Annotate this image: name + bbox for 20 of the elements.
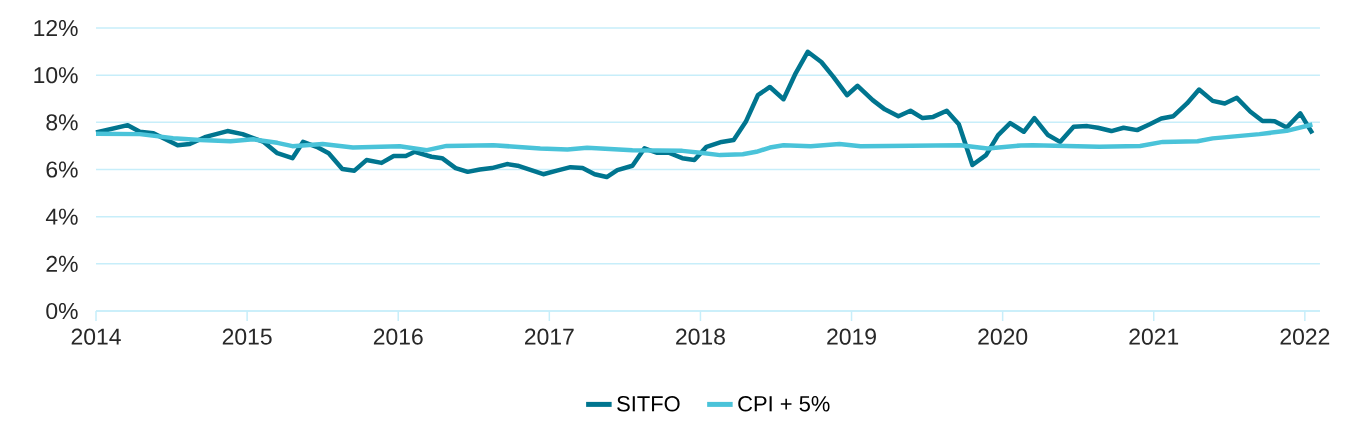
legend-label: SITFO xyxy=(617,395,680,412)
x-tick-label: 2021 xyxy=(1129,328,1179,345)
legend-label: CPI + 5% xyxy=(738,395,830,412)
x-tick-label: 2022 xyxy=(1280,328,1330,345)
y-tick-label: 4% xyxy=(45,208,78,225)
y-tick-label: 10% xyxy=(34,67,78,84)
y-tick-label: 0% xyxy=(46,302,78,320)
x-tick-label: 2015 xyxy=(222,328,272,345)
x-tick-label: 2017 xyxy=(524,328,574,345)
x-tick-label: 2020 xyxy=(978,328,1028,345)
line-series xyxy=(93,49,1315,180)
x-tick-label: 2018 xyxy=(676,328,725,345)
y-tick-label: 12% xyxy=(34,19,78,37)
line-series xyxy=(93,122,1315,158)
x-tick-label: 2014 xyxy=(71,328,121,345)
y-tick-label: 2% xyxy=(46,255,78,272)
x-tick-label: 2016 xyxy=(373,328,423,345)
y-tick-label: 8% xyxy=(46,114,78,131)
x-tick-label: 2019 xyxy=(827,328,876,345)
y-tick-label: 6% xyxy=(46,161,78,178)
